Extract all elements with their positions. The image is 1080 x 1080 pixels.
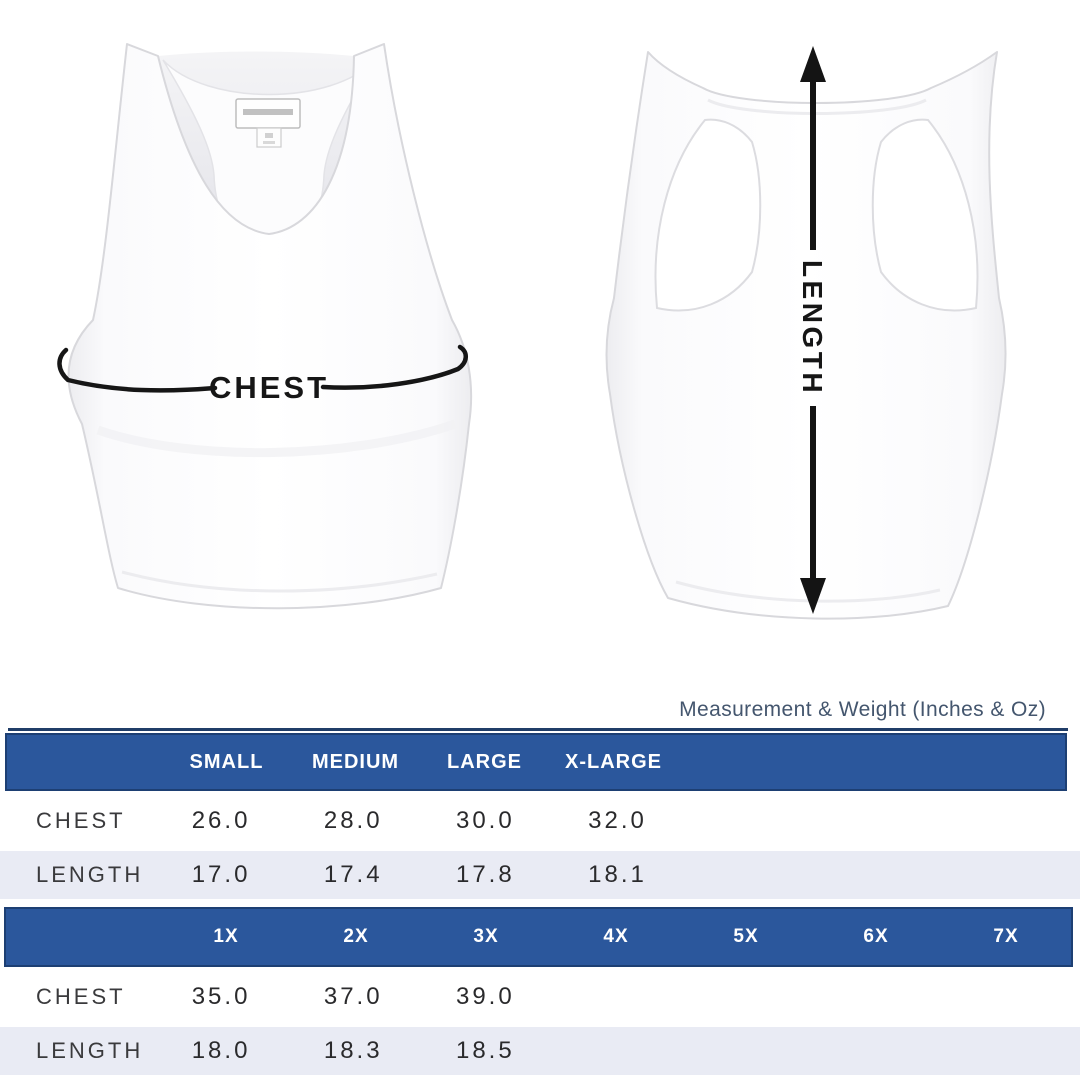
size-chart: Measurement & Weight (Inches & Oz) SMALL… — [0, 690, 1080, 1075]
arrow-up-head — [800, 46, 826, 82]
chest-label: CHEST — [209, 370, 329, 405]
row-gap — [0, 899, 1080, 907]
table-cell: 18.5 — [455, 1037, 515, 1064]
table-cell: 17.0 — [191, 861, 251, 888]
table-row-chest-plus: CHEST 35.0 37.0 39.0 — [0, 967, 1080, 1027]
back-neck-binding — [707, 98, 927, 115]
length-arrow — [800, 46, 826, 614]
size-header-row-plus: 1X 2X 3X 4X 5X 6X 7X — [4, 907, 1073, 967]
row-label: CHEST — [36, 984, 126, 1009]
column-header: 1X — [213, 926, 239, 947]
row-label: CHEST — [36, 808, 126, 833]
column-header: SMALL — [189, 750, 264, 773]
back-left-armhole — [654, 118, 762, 312]
column-header: 2X — [343, 926, 369, 947]
chest-measure-line — [57, 344, 468, 393]
arrow-down-head — [800, 578, 826, 614]
table-cell: 17.8 — [455, 861, 515, 888]
row-label: LENGTH — [36, 862, 144, 887]
column-header: 7X — [993, 926, 1019, 947]
front-hem-stitch — [121, 570, 438, 593]
back-tank-top: LENGTH — [605, 46, 1007, 620]
column-header: LARGE — [447, 750, 522, 773]
front-bust-shading — [96, 419, 457, 458]
front-tank-top: CHEST — [57, 43, 473, 610]
row-label: LENGTH — [36, 1038, 144, 1063]
table-cell: 18.1 — [588, 861, 647, 888]
column-header: MEDIUM — [311, 750, 400, 773]
table-cell: 17.4 — [323, 861, 383, 888]
table-cell: 39.0 — [455, 983, 515, 1010]
column-header: 6X — [863, 926, 889, 947]
length-label: LENGTH — [797, 260, 828, 396]
table-cell: 30.0 — [455, 807, 515, 834]
table-cell: 37.0 — [323, 983, 383, 1010]
back-right-armhole — [871, 118, 979, 312]
column-header: 5X — [733, 926, 759, 947]
table-row-chest-regular: CHEST 26.0 28.0 30.0 32.0 — [0, 791, 1080, 851]
front-body — [67, 43, 473, 610]
product-views: CHEST LENGTH — [57, 43, 1007, 620]
chart-title: Measurement & Weight (Inches & Oz) — [679, 698, 1046, 721]
column-header: 4X — [603, 926, 629, 947]
title-rule — [8, 728, 1068, 731]
table-cell: 32.0 — [588, 807, 647, 834]
column-header: 3X — [473, 926, 499, 947]
brand-tag-text — [243, 109, 293, 115]
table-row-length-regular: LENGTH 17.0 17.4 17.8 18.1 — [0, 851, 1080, 899]
table-cell: 18.3 — [323, 1037, 383, 1064]
table-cell: 35.0 — [191, 983, 251, 1010]
column-header: X-LARGE — [565, 750, 662, 773]
table-cell: 18.0 — [191, 1037, 251, 1064]
size-header-row-regular: SMALL MEDIUM LARGE X-LARGE — [5, 733, 1067, 791]
brand-tag — [235, 98, 301, 148]
table-row-length-plus: LENGTH 18.0 18.3 18.5 — [0, 1027, 1080, 1075]
table-cell: 28.0 — [323, 807, 383, 834]
garment-illustration: CHEST LENGTH — [57, 43, 1007, 620]
table-cell: 26.0 — [191, 807, 251, 834]
